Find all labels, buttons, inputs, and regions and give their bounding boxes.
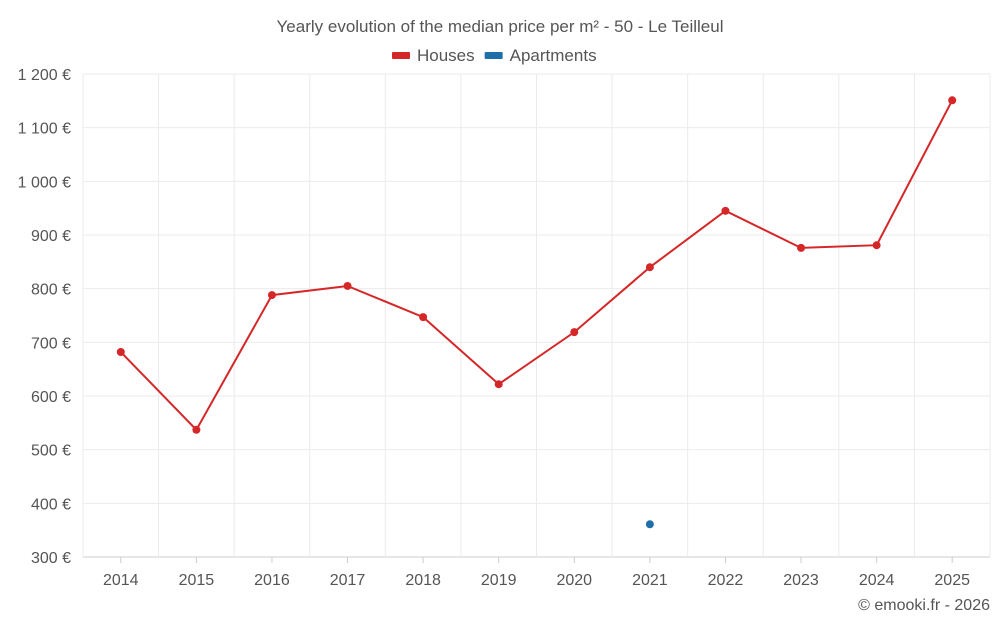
houses-line <box>120 99 954 432</box>
houses-point <box>570 328 579 337</box>
chart-title: Yearly evolution of the median price per… <box>277 17 724 36</box>
houses-point <box>645 263 654 272</box>
legend-label-houses: Houses <box>417 46 475 65</box>
y-tick-label: 400 € <box>31 496 71 513</box>
legend-swatch-houses <box>392 52 410 59</box>
houses-point <box>343 281 352 290</box>
legend: Houses Apartments <box>392 46 597 65</box>
legend-swatch-apartments <box>484 52 503 59</box>
x-tick-label: 2025 <box>934 572 970 589</box>
y-tick-label: 700 € <box>31 335 71 352</box>
x-tick-label: 2022 <box>708 572 744 589</box>
x-tick-label: 2020 <box>556 572 592 589</box>
y-tick-label: 600 € <box>31 389 71 406</box>
y-tick-label: 900 € <box>31 228 71 245</box>
houses-point <box>494 380 503 389</box>
credit: © emooki.fr - 2026 <box>858 597 990 614</box>
x-tick-label: 2018 <box>405 572 441 589</box>
x-tick-label: 2014 <box>103 572 139 589</box>
houses-point <box>267 291 276 300</box>
y-tick-label: 800 € <box>31 282 71 299</box>
houses-point <box>872 241 881 250</box>
axes: 300 € 400 € 500 € 600 € 700 € 800 € 900 € 1 000… <box>18 67 970 589</box>
x-tick-label: 2024 <box>859 572 895 589</box>
x-tick-label: 2019 <box>481 572 517 589</box>
grid <box>82 73 991 558</box>
y-tick-label: 1 200 € <box>18 67 71 84</box>
x-tick-label: 2021 <box>632 572 668 589</box>
houses-point <box>419 313 428 322</box>
y-tick-label: 1 000 € <box>18 174 71 191</box>
houses-point <box>948 96 957 105</box>
houses-point <box>797 243 806 252</box>
apartments-point <box>645 520 654 529</box>
houses-point <box>116 347 125 356</box>
houses-point <box>192 425 201 434</box>
legend-label-apartments: Apartments <box>510 46 597 65</box>
houses-point <box>721 206 730 215</box>
y-tick-label: 500 € <box>31 443 71 460</box>
x-tick-label: 2017 <box>330 572 366 589</box>
series <box>116 96 957 529</box>
y-tick-label: 1 100 € <box>18 121 71 138</box>
y-tick-label: 300 € <box>31 550 71 567</box>
x-tick-label: 2015 <box>179 572 215 589</box>
x-tick-label: 2023 <box>783 572 819 589</box>
x-tick-label: 2016 <box>254 572 290 589</box>
